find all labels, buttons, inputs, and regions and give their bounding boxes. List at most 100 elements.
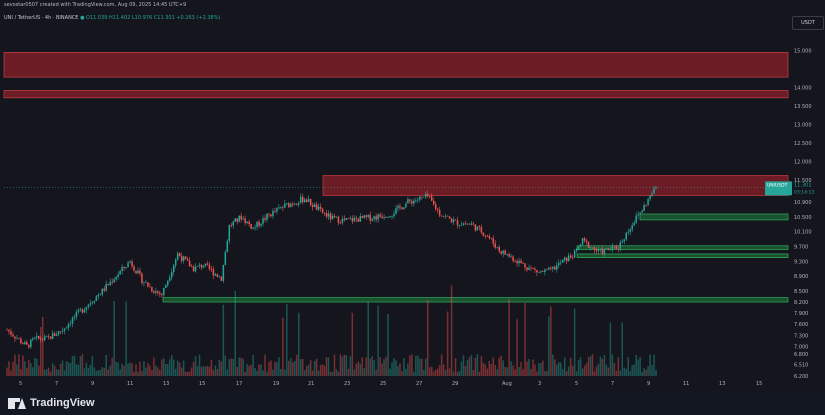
volume-bar bbox=[472, 369, 475, 376]
volume-bar bbox=[478, 371, 481, 376]
volume-bar bbox=[512, 365, 514, 376]
volume-bar bbox=[627, 357, 629, 376]
candle-body bbox=[504, 250, 506, 255]
volume-bar bbox=[16, 364, 18, 376]
candle-body bbox=[421, 196, 423, 198]
volume-bar bbox=[385, 356, 387, 376]
volume-bar bbox=[347, 368, 350, 376]
candle-body bbox=[127, 262, 129, 268]
y-tick-label: 10.500 bbox=[794, 215, 812, 221]
candle-body bbox=[103, 288, 105, 291]
candle-body bbox=[401, 207, 403, 210]
candle-body bbox=[250, 223, 252, 229]
candlestick-chart[interactable]: 15.000 14.000 13.500 13.000 12.500 12.000 11.5… bbox=[0, 0, 825, 391]
volume-bar bbox=[89, 364, 92, 376]
volume-bar bbox=[365, 357, 367, 376]
last-price-value: 11.301 bbox=[794, 182, 812, 188]
volume-bar bbox=[37, 365, 40, 376]
tradingview-logo[interactable]: TradingView bbox=[8, 397, 95, 409]
candle-body bbox=[274, 210, 276, 212]
volume-bar bbox=[218, 359, 221, 376]
candle-body bbox=[631, 225, 633, 230]
y-tick-label: 8.200 bbox=[794, 300, 808, 306]
candle-body bbox=[87, 304, 90, 307]
volume-bar bbox=[446, 311, 449, 376]
volume-bar bbox=[292, 362, 294, 376]
candle-body bbox=[123, 266, 125, 268]
volume-bar bbox=[266, 371, 268, 376]
candle-body bbox=[97, 294, 100, 297]
volume-bar bbox=[554, 359, 556, 376]
volume-bar bbox=[550, 306, 552, 376]
volume-bar bbox=[613, 362, 616, 376]
volume-bar bbox=[296, 354, 298, 376]
volume-bar bbox=[244, 371, 246, 376]
candle-body bbox=[540, 271, 542, 273]
volume-bar bbox=[639, 357, 641, 376]
candle-body bbox=[333, 215, 336, 218]
volume-bar bbox=[440, 354, 443, 376]
volume-bar bbox=[349, 356, 352, 376]
candle-body bbox=[30, 339, 32, 348]
volume-bar bbox=[552, 354, 554, 376]
volume-bar bbox=[597, 363, 600, 376]
candle-body bbox=[383, 217, 385, 219]
candle-body bbox=[125, 267, 127, 268]
candle-body bbox=[409, 199, 411, 202]
candle-body bbox=[468, 223, 471, 225]
candle-body bbox=[569, 255, 572, 258]
volume-bar bbox=[524, 302, 526, 376]
candle-body bbox=[339, 222, 342, 224]
volume-bar bbox=[30, 363, 32, 376]
currency-unit-button[interactable]: USDT bbox=[792, 16, 824, 30]
candle-body bbox=[571, 257, 574, 259]
volume-bar bbox=[204, 366, 207, 376]
volume-bar bbox=[522, 369, 524, 376]
candle-body bbox=[65, 327, 68, 329]
candle-body bbox=[141, 273, 143, 284]
volume-bar bbox=[450, 285, 453, 376]
candle-body bbox=[567, 255, 570, 262]
x-tick-label: 19 bbox=[273, 381, 279, 387]
volume-bar bbox=[425, 358, 427, 376]
candle-body bbox=[520, 260, 522, 263]
volume-bar bbox=[369, 358, 371, 376]
candle-body bbox=[228, 225, 231, 241]
volume-bar bbox=[274, 361, 276, 376]
volume-bar bbox=[518, 367, 520, 376]
volume-bar bbox=[561, 369, 564, 376]
candle-body bbox=[115, 277, 117, 280]
candle-body bbox=[196, 265, 199, 267]
candle-body bbox=[478, 226, 481, 228]
candle-body bbox=[258, 221, 260, 226]
candle-body bbox=[176, 253, 179, 260]
candle-body bbox=[53, 333, 56, 336]
symbol-name[interactable]: UNI / TetherUS · 4h · BINANCE bbox=[4, 15, 79, 21]
candle-body bbox=[85, 306, 88, 310]
volume-bar bbox=[77, 364, 80, 376]
candle-body bbox=[323, 212, 326, 214]
candle-body bbox=[252, 227, 254, 229]
volume-bar bbox=[294, 360, 296, 376]
volume-bar bbox=[220, 361, 223, 376]
candle-body bbox=[14, 336, 16, 339]
candle-body bbox=[403, 207, 405, 210]
volume-bar bbox=[73, 355, 76, 376]
candle-body bbox=[425, 193, 427, 197]
volume-bar bbox=[391, 362, 393, 376]
candle-body bbox=[200, 264, 203, 268]
candle-body bbox=[45, 336, 48, 338]
volume-bar bbox=[587, 356, 590, 376]
candle-body bbox=[573, 250, 576, 258]
candle-body bbox=[589, 247, 592, 249]
volume-bar bbox=[571, 365, 574, 376]
volume-bar bbox=[637, 359, 639, 376]
volume-bar bbox=[480, 356, 483, 376]
volume-bar bbox=[34, 358, 36, 376]
candle-body bbox=[105, 284, 107, 291]
candle-body bbox=[621, 241, 624, 243]
candle-body bbox=[180, 256, 183, 261]
candle-body bbox=[188, 260, 191, 267]
volume-bar bbox=[532, 359, 534, 376]
volume-bar bbox=[540, 362, 542, 376]
